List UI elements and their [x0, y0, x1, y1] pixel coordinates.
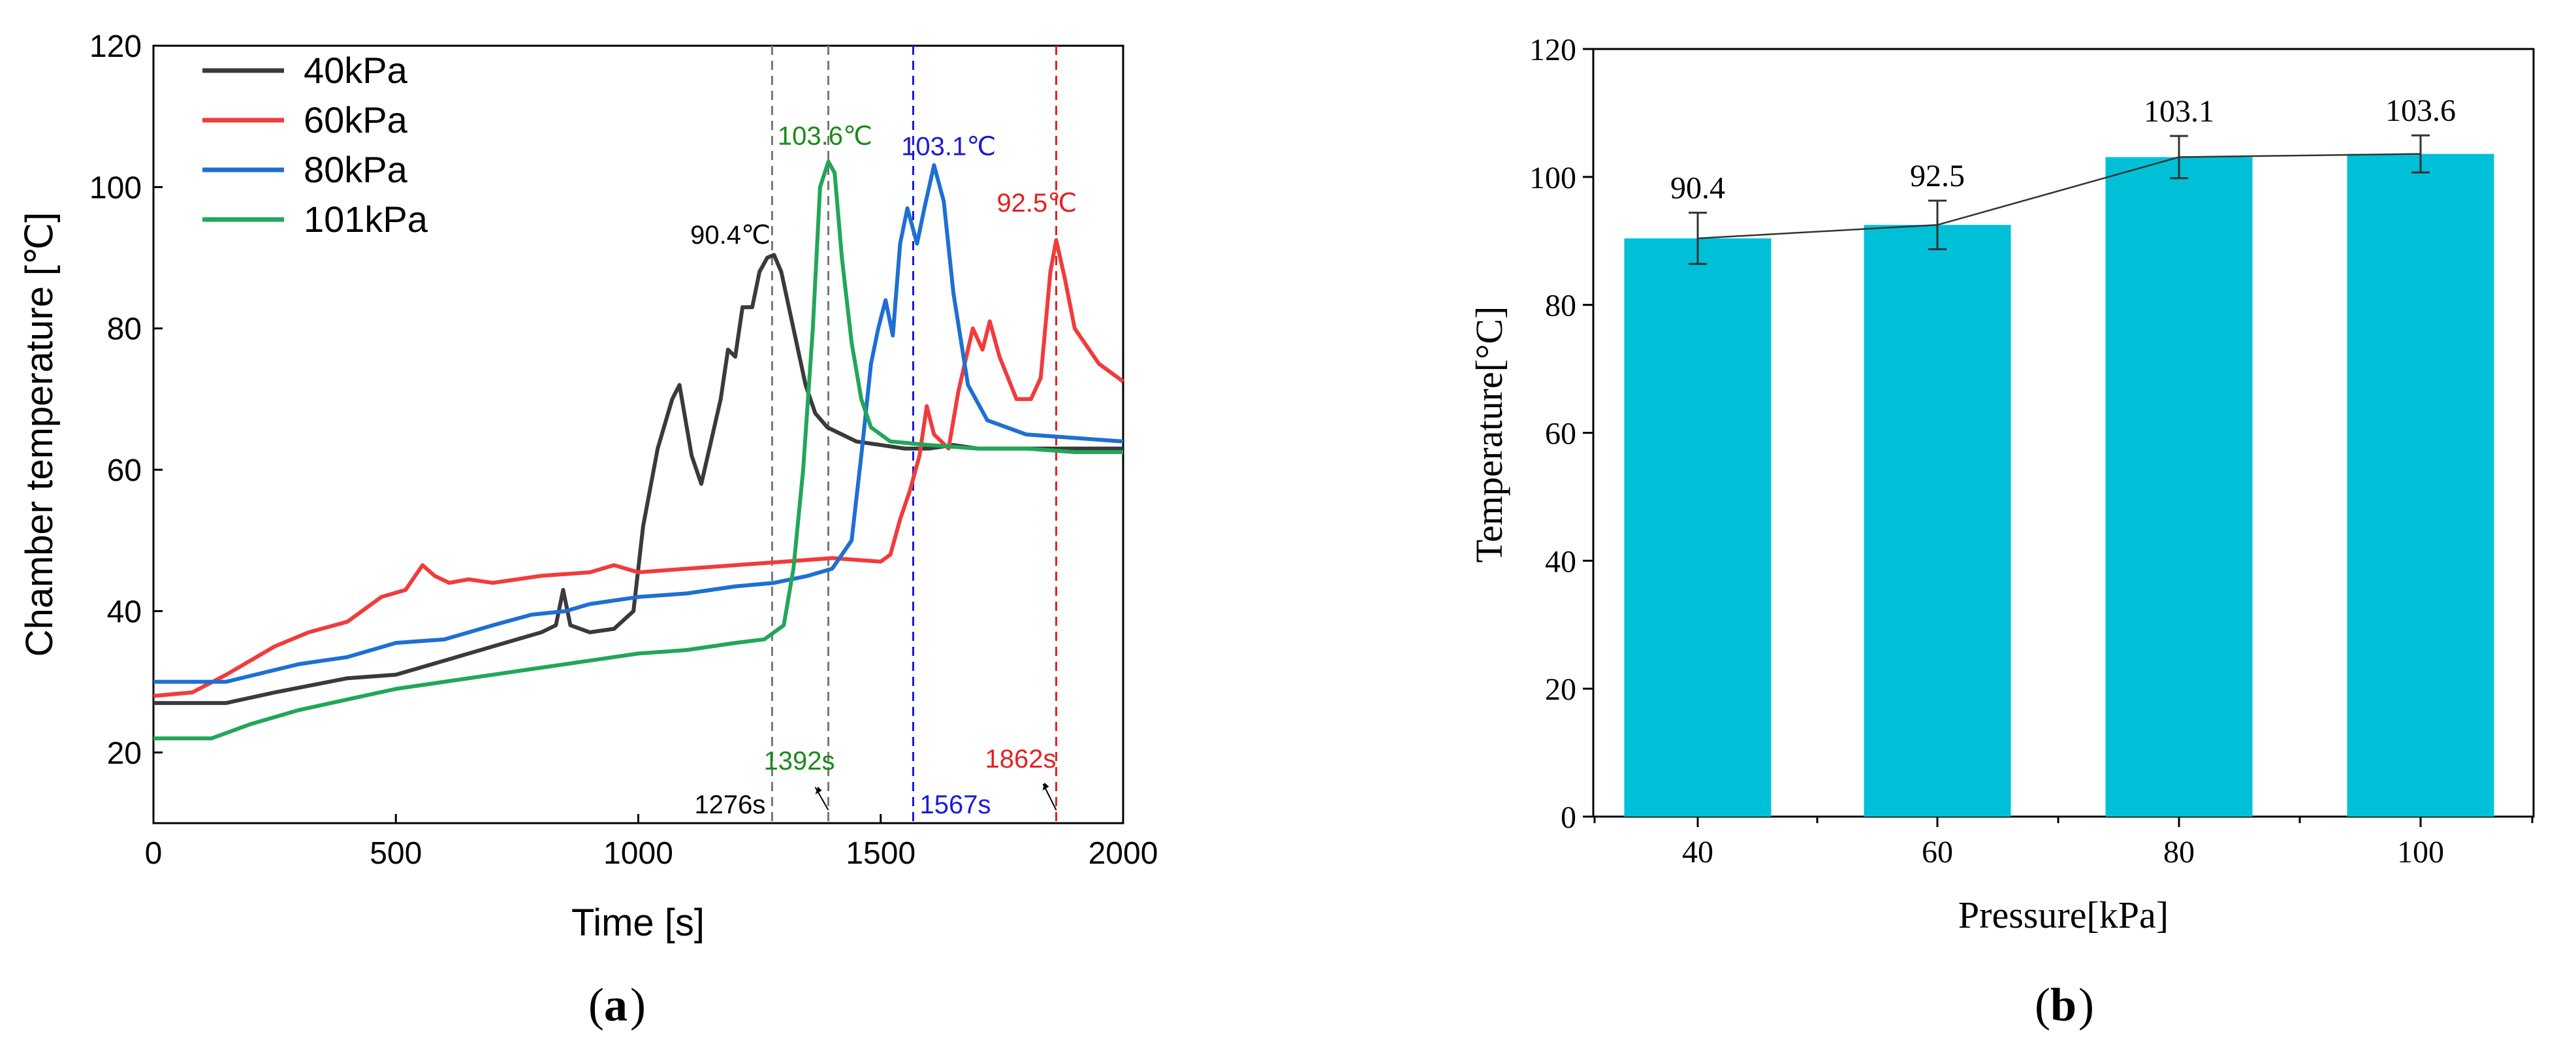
time-label: 1567s [919, 790, 991, 819]
legend-label: 40kPa [304, 50, 408, 91]
time-label: 1392s [764, 747, 835, 775]
y-tick-label: 100 [89, 171, 142, 205]
chart-a-frame [152, 44, 1124, 824]
bar-value-label: 103.6 [2385, 93, 2456, 128]
chart-a-panel-label: ( a ) [588, 979, 646, 1031]
bar-value-label: 92.5 [1910, 159, 1965, 193]
chart-b-x-axis-label: Pressure[kPa] [1958, 894, 2169, 936]
chart-b-value-labels: 90.4 92.5 103.1 103.6 [1670, 93, 2456, 205]
time-label: 1862s [985, 745, 1057, 773]
time-label: 1276s [694, 790, 765, 819]
chart-b-ticks: 0 20 40 60 80 100 120 40 60 80 100 [1529, 33, 2534, 870]
x-tick-label: 60 [1922, 835, 1953, 870]
y-tick-label: 60 [107, 453, 142, 488]
bar-value-label: 90.4 [1670, 171, 1725, 206]
x-tick-label: 1000 [603, 836, 673, 871]
svg-text:(: ( [588, 979, 604, 1031]
chart-a-legend: 40kPa 60kPa 80kPa 101kPa [202, 50, 428, 240]
y-tick-label: 120 [89, 29, 142, 64]
chart-a-series [153, 159, 1124, 741]
chart-a-annotations: 90.4℃ 103.6℃ 103.1℃92.5℃ 1276s 1392s 1567s 186… [690, 122, 1077, 819]
y-tick-label: 40 [1545, 544, 1576, 579]
x-tick-label: 40 [1682, 835, 1713, 870]
y-tick-label: 100 [1529, 161, 1576, 195]
peak-label: 103.6℃ [778, 122, 872, 150]
svg-text:): ) [630, 979, 646, 1031]
chart-b: 0 20 40 60 80 100 120 40 60 80 100 90.4 92.5 103.1 10… [1468, 33, 2535, 1031]
y-tick-label: 20 [107, 736, 142, 771]
y-tick-label: 0 [1561, 800, 1576, 835]
legend-label: 80kPa [304, 149, 408, 190]
x-tick-label: 0 [145, 836, 163, 871]
chart-a-x-axis-label: Time [s] [571, 902, 705, 944]
arrowhead [815, 787, 822, 794]
legend-label: 60kPa [304, 99, 408, 140]
chart-a-ticks: 0 500 1000 1500 2000 20 40 60 80 100 120 [89, 29, 1158, 871]
svg-text:(: ( [2035, 979, 2050, 1031]
series-line-40kPa [153, 253, 1123, 706]
bar-100 [2347, 154, 2494, 817]
series-line-80kPa [153, 163, 1124, 684]
bar-value-label: 103.1 [2144, 94, 2214, 129]
arrowhead [1042, 783, 1049, 790]
y-tick-label: 80 [1545, 289, 1576, 323]
bar-40 [1624, 238, 1772, 817]
chart-b-panel-label: ( b ) [2035, 979, 2094, 1031]
x-tick-label: 1500 [846, 836, 915, 871]
legend-label: 101kPa [304, 199, 428, 240]
x-tick-label: 100 [2397, 835, 2444, 870]
y-tick-label: 60 [1545, 417, 1576, 451]
svg-text:a: a [604, 979, 628, 1031]
peak-label: 103.1℃ [901, 133, 996, 161]
y-tick-label: 80 [107, 312, 142, 347]
chart-a-reference-lines [771, 46, 1058, 823]
bar-80 [2105, 157, 2253, 817]
x-tick-label: 500 [370, 836, 422, 871]
x-tick-label: 2000 [1089, 836, 1158, 871]
y-tick-label: 20 [1545, 672, 1576, 707]
chart-a: 0 500 1000 1500 2000 20 40 60 80 100 120 90.4℃ 103.… [18, 29, 1158, 1031]
x-tick-label: 80 [2163, 835, 2195, 870]
peak-label: 92.5℃ [996, 189, 1077, 218]
chart-a-y-axis-label: Chamber temperature [℃] [18, 212, 61, 657]
y-tick-label: 40 [107, 594, 142, 629]
series-line-60kPa [153, 238, 1124, 698]
peak-label: 90.4℃ [690, 221, 771, 250]
bar-60 [1864, 225, 2011, 817]
series-line-101kPa [153, 159, 1123, 741]
chart-b-y-axis-label: Temperature[°C] [1468, 306, 1510, 563]
trend-line [1697, 153, 2421, 240]
svg-text:): ) [2078, 979, 2094, 1031]
y-tick-label: 120 [1529, 33, 1576, 67]
svg-text:b: b [2050, 979, 2076, 1031]
chart-b-trend-line [1697, 153, 2421, 240]
chart-b-bars [1624, 154, 2494, 817]
